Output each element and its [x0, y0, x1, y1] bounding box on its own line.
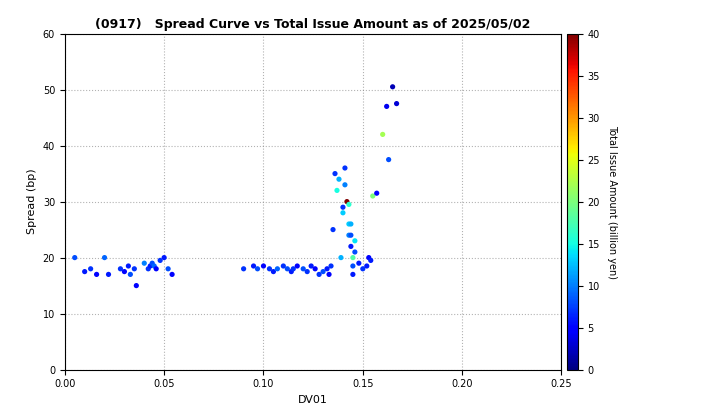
- Point: [336, 254, 347, 261]
- Point: [387, 84, 398, 90]
- Point: [286, 268, 297, 275]
- Point: [347, 271, 359, 278]
- Point: [166, 271, 178, 278]
- Point: [119, 268, 130, 275]
- Point: [367, 193, 379, 199]
- Point: [264, 265, 275, 272]
- Point: [345, 232, 356, 239]
- Point: [353, 260, 364, 267]
- Point: [339, 181, 351, 188]
- Point: [292, 262, 303, 269]
- Point: [349, 237, 361, 244]
- Point: [150, 265, 162, 272]
- Point: [271, 265, 283, 272]
- Point: [313, 271, 325, 278]
- Point: [310, 265, 321, 272]
- Point: [339, 165, 351, 171]
- Point: [248, 262, 259, 269]
- Point: [162, 265, 174, 272]
- Point: [143, 265, 154, 272]
- Point: [138, 260, 150, 267]
- Point: [268, 268, 279, 275]
- Point: [341, 198, 353, 205]
- Point: [323, 271, 335, 278]
- Point: [329, 170, 341, 177]
- Point: [302, 268, 313, 275]
- Point: [391, 100, 402, 107]
- Point: [343, 232, 355, 239]
- Point: [333, 176, 345, 183]
- Point: [305, 262, 317, 269]
- Point: [343, 220, 355, 227]
- Point: [347, 262, 359, 269]
- Point: [148, 262, 160, 269]
- Point: [238, 265, 249, 272]
- Point: [347, 254, 359, 261]
- Point: [331, 187, 343, 194]
- Point: [365, 257, 377, 264]
- Point: [377, 131, 389, 138]
- Point: [252, 265, 264, 272]
- Point: [125, 271, 136, 278]
- Point: [361, 262, 372, 269]
- Point: [321, 265, 333, 272]
- Point: [145, 262, 156, 269]
- Point: [337, 210, 348, 216]
- Point: [79, 268, 91, 275]
- Point: [325, 262, 337, 269]
- Point: [345, 243, 356, 250]
- Point: [130, 282, 142, 289]
- Point: [287, 265, 299, 272]
- Point: [381, 103, 392, 110]
- Point: [328, 226, 339, 233]
- Title: (0917)   Spread Curve vs Total Issue Amount as of 2025/05/02: (0917) Spread Curve vs Total Issue Amoun…: [96, 18, 531, 31]
- Point: [318, 268, 329, 275]
- Point: [91, 271, 102, 278]
- Point: [146, 260, 158, 267]
- Point: [337, 204, 348, 210]
- Point: [297, 265, 309, 272]
- Y-axis label: Spread (bp): Spread (bp): [27, 169, 37, 234]
- X-axis label: DV01: DV01: [298, 395, 328, 405]
- Point: [282, 265, 293, 272]
- Point: [158, 254, 170, 261]
- Point: [371, 190, 382, 197]
- Point: [363, 254, 374, 261]
- Point: [345, 220, 356, 227]
- Point: [114, 265, 126, 272]
- Point: [357, 265, 369, 272]
- Y-axis label: Total Issue Amount (billion yen): Total Issue Amount (billion yen): [607, 125, 617, 278]
- Point: [99, 254, 110, 261]
- Point: [129, 265, 140, 272]
- Point: [103, 271, 114, 278]
- Point: [383, 156, 395, 163]
- Point: [154, 257, 166, 264]
- Point: [258, 262, 269, 269]
- Point: [349, 249, 361, 255]
- Point: [343, 201, 355, 208]
- Point: [69, 254, 81, 261]
- Point: [85, 265, 96, 272]
- Point: [278, 262, 289, 269]
- Point: [122, 262, 134, 269]
